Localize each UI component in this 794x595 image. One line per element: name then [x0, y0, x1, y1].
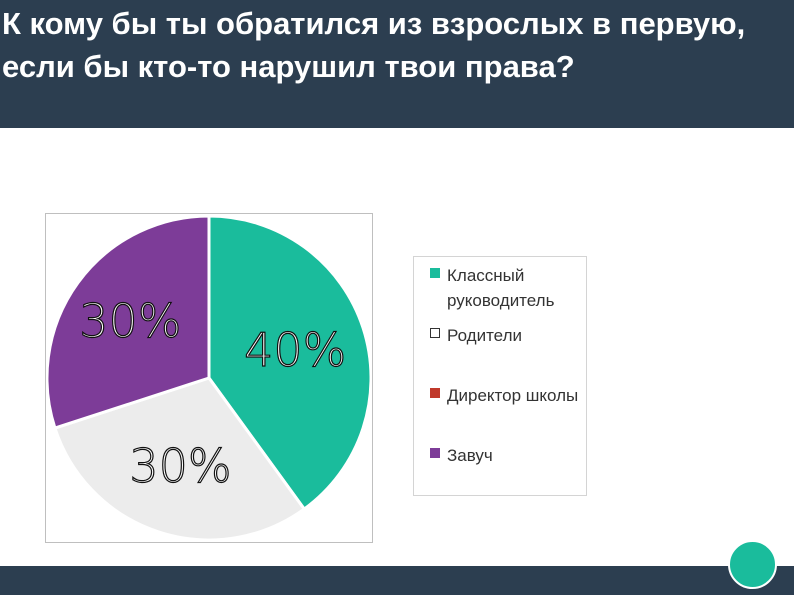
accent-circle-button[interactable] [728, 540, 777, 589]
pie-chart-frame: 40% 30% 30% [45, 213, 373, 543]
bottom-bar [0, 566, 794, 595]
slide-title: К кому бы ты обратился из взрослых в пер… [2, 6, 746, 84]
annotation-class-teacher: 40% [244, 323, 346, 377]
legend-label-parents: Родители [447, 326, 522, 345]
annotation-deputy: 30% [79, 294, 181, 348]
legend-swatch-director [430, 388, 440, 398]
legend-swatch-deputy [430, 448, 440, 458]
slice-class-teacher [207, 214, 372, 512]
title-bar: К кому бы ты обратился из взрослых в пер… [0, 0, 794, 128]
legend-label-deputy: Завуч [447, 446, 493, 465]
legend-label-director: Директор школы [447, 386, 579, 405]
legend-swatch-class-teacher [430, 268, 440, 278]
annotation-parents: 30% [129, 439, 231, 493]
legend-label-class-teacher: Классный руководитель [447, 266, 555, 310]
slice-parents [53, 376, 307, 542]
slice-deputy [46, 214, 211, 430]
pie-chart: 40% 30% 30% [46, 214, 372, 542]
legend-swatch-parents [430, 328, 440, 338]
chart-legend: Классный руководитель Родители Директор … [413, 256, 587, 496]
